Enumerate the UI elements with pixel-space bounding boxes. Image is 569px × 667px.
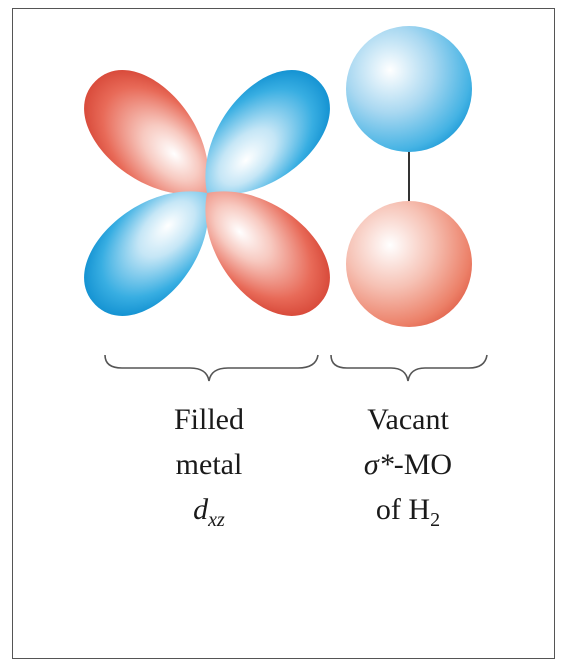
left-caption: Filled metal dxz <box>134 397 284 532</box>
left-caption-line1: Filled <box>173 403 244 436</box>
h2-lobe-top <box>346 26 472 152</box>
left-brace <box>104 354 319 382</box>
mo-label: -MO <box>393 448 453 481</box>
h2-lobe-bottom <box>346 201 472 327</box>
h2-subscript: 2 <box>430 509 441 531</box>
orbital-subscript: xz <box>208 509 225 531</box>
dxz-lobe-upper-left <box>84 70 209 195</box>
right-caption: Vacant σ*-MO of H2 <box>333 397 483 532</box>
orbital-symbol: d <box>193 493 209 526</box>
of-h-label: of H <box>375 493 431 526</box>
sigma-star-symbol: σ* <box>363 448 394 481</box>
right-caption-line2: σ*-MO <box>333 442 483 487</box>
right-caption-line1: Vacant <box>367 403 449 436</box>
dxz-lobe-upper-right <box>205 70 330 195</box>
dxz-lobe-lower-right <box>205 191 330 316</box>
right-caption-line3: of H2 <box>333 487 483 532</box>
dxz-lobe-lower-left <box>84 191 209 316</box>
h2-sigma-star-orbital <box>346 26 472 327</box>
right-brace <box>330 354 488 382</box>
dxz-orbital <box>84 70 330 316</box>
left-caption-line2: metal <box>175 448 243 481</box>
left-caption-line3: dxz <box>134 487 284 532</box>
